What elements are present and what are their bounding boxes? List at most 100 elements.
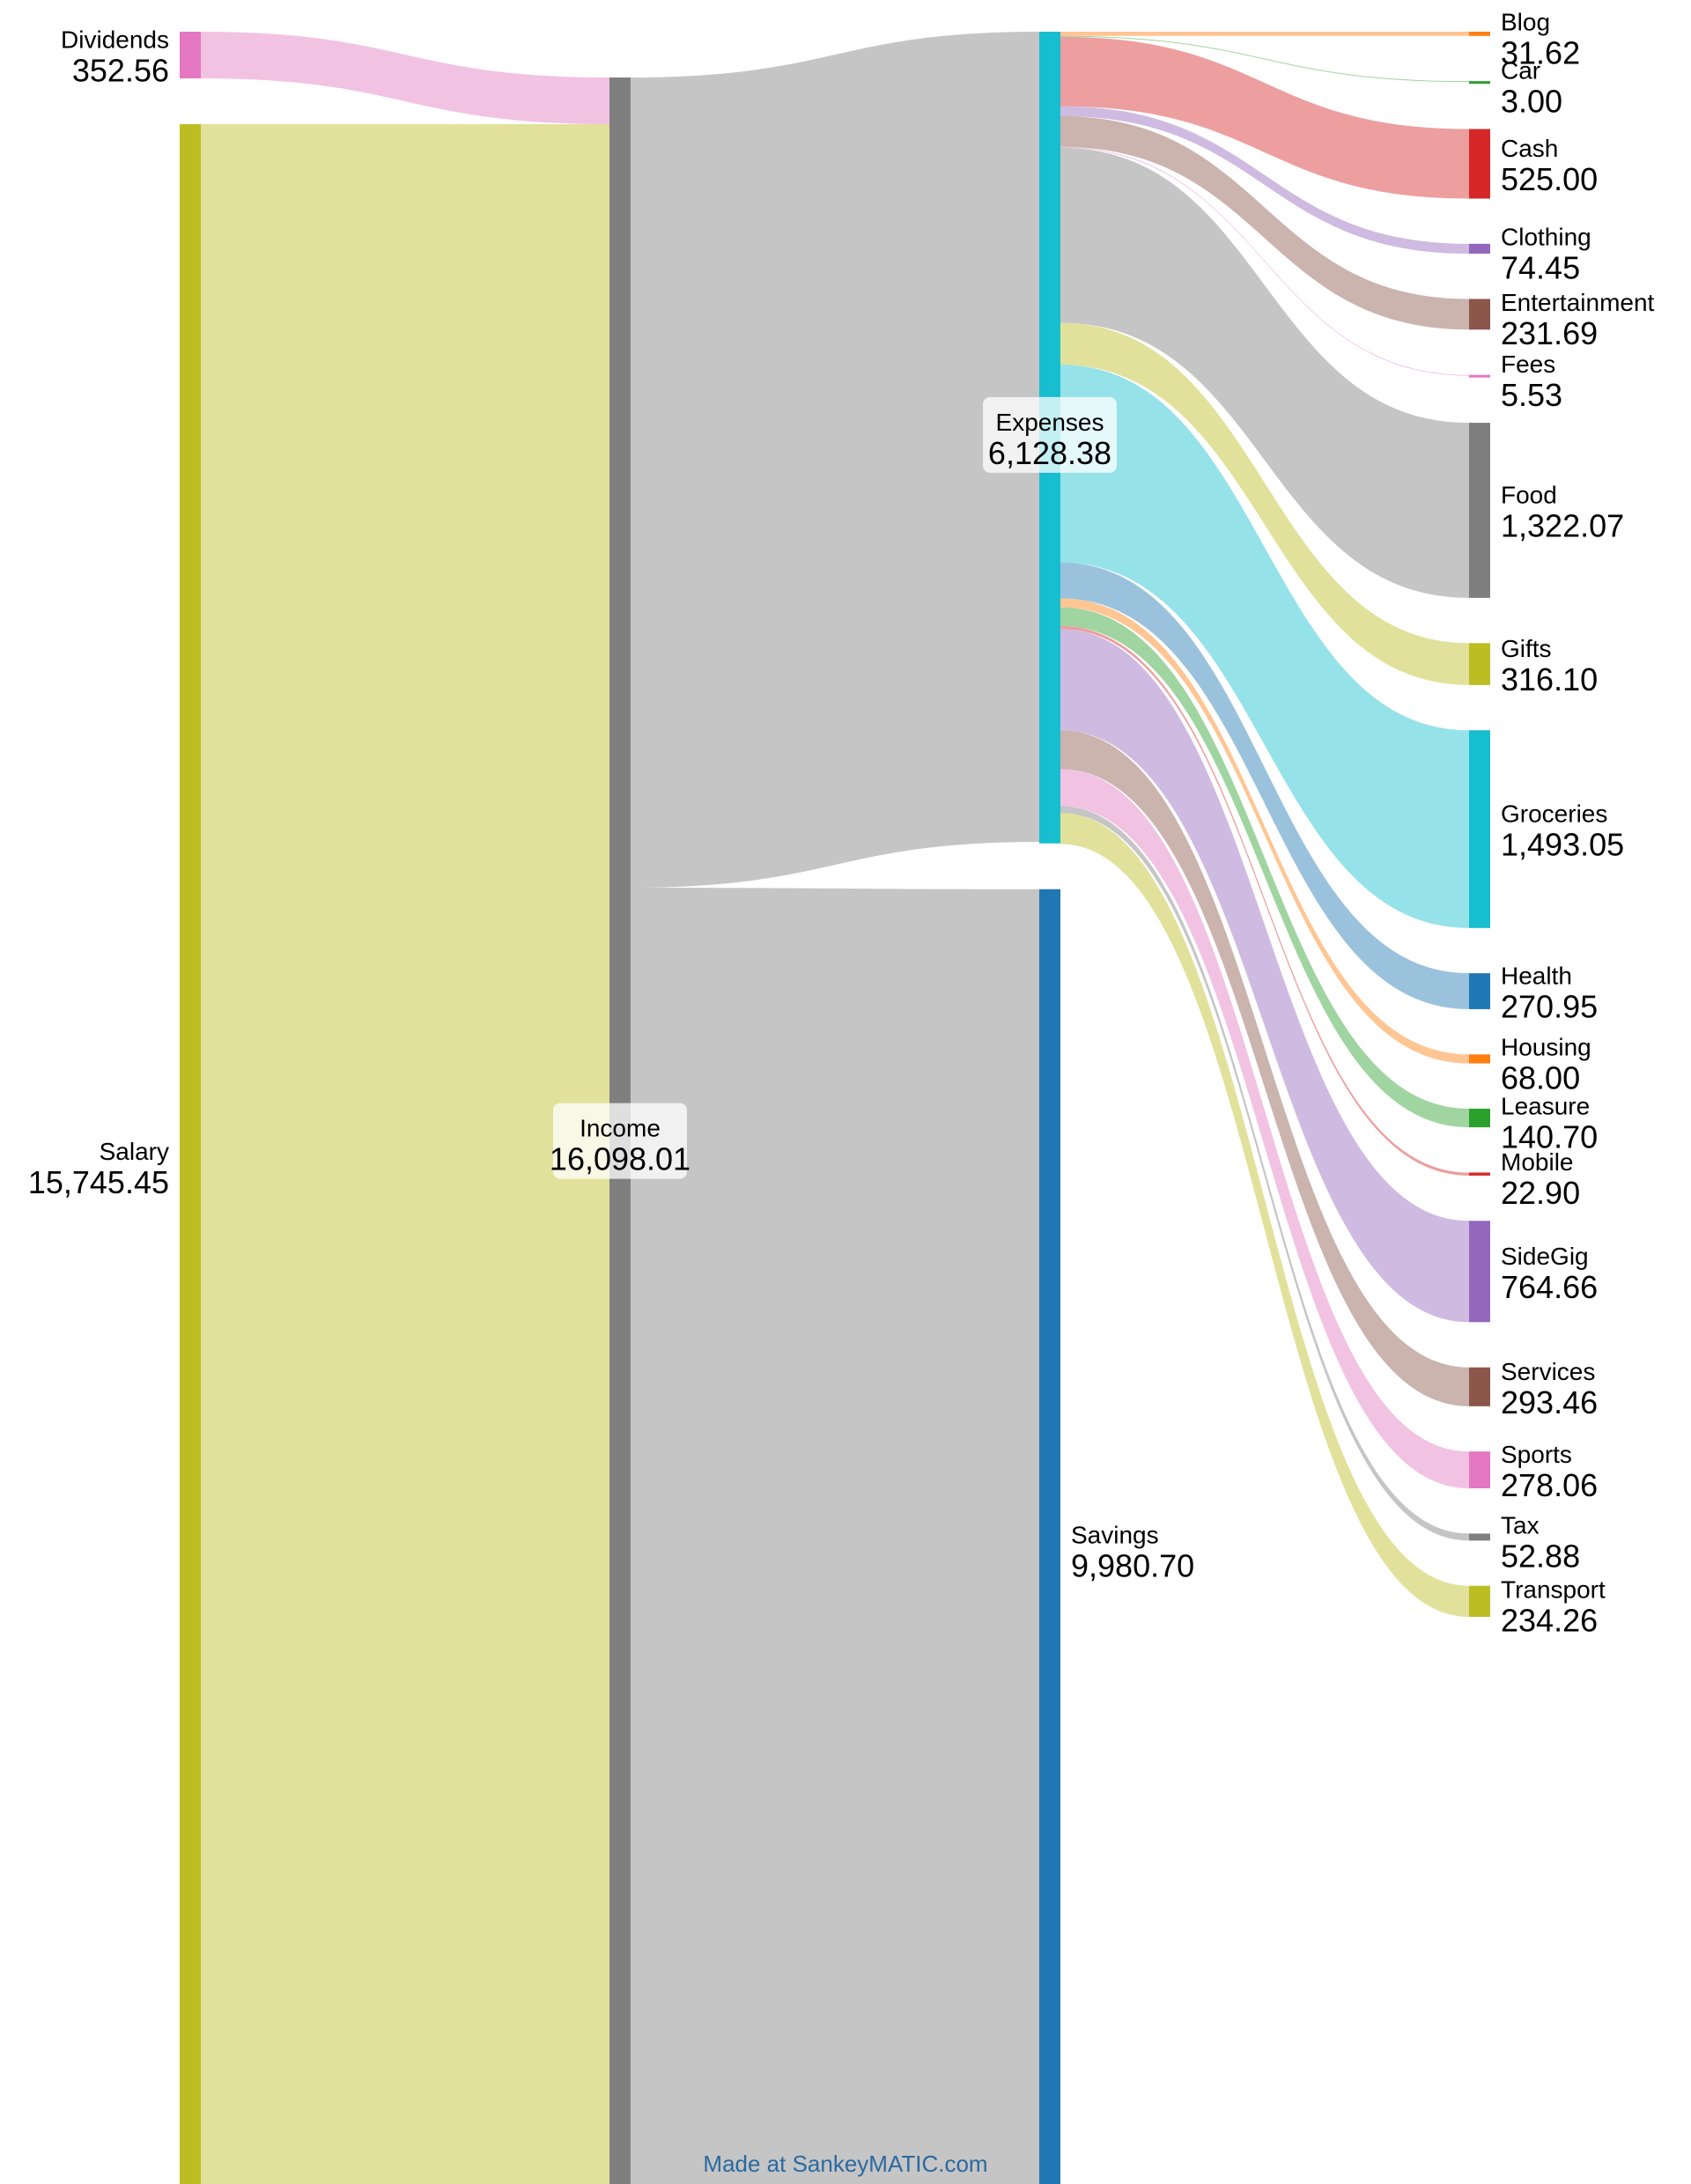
label-name-gifts: Gifts: [1501, 635, 1552, 662]
label-value-sidegig: 764.66: [1501, 1269, 1598, 1305]
label-value-groceries: 1,493.05: [1501, 827, 1624, 863]
flow-link-expenses-food[interactable]: [1060, 147, 1469, 598]
node-blog[interactable]: [1469, 32, 1490, 36]
flow-link-expenses-transport[interactable]: [1060, 813, 1469, 1617]
node-entertainment[interactable]: [1469, 299, 1490, 330]
label-bg-expenses: [983, 396, 1117, 473]
label-value-entertainment: 231.69: [1501, 315, 1598, 351]
flow-link-expenses-services[interactable]: [1060, 730, 1469, 1406]
node-salary[interactable]: [180, 124, 201, 2184]
label-name-expenses: Expenses: [996, 409, 1104, 436]
flow-link-expenses-mobile[interactable]: [1060, 625, 1469, 1176]
flow-link-expenses-sidegig[interactable]: [1060, 629, 1469, 1323]
label-name-savings: Savings: [1071, 1521, 1159, 1548]
label-name-services: Services: [1501, 1358, 1595, 1385]
node-leasure[interactable]: [1469, 1108, 1490, 1128]
label-value-car: 3.00: [1501, 84, 1562, 120]
node-housing[interactable]: [1469, 1054, 1490, 1064]
node-clothing[interactable]: [1469, 243, 1490, 255]
flow-link-income-expenses[interactable]: [631, 32, 1039, 889]
flow-link-expenses-cash[interactable]: [1060, 36, 1469, 199]
label-value-clothing: 74.45: [1501, 249, 1580, 285]
flow-link-expenses-blog[interactable]: [1060, 32, 1469, 36]
node-car[interactable]: [1469, 81, 1490, 85]
label-name-car: Car: [1501, 57, 1540, 85]
label-value-sports: 278.06: [1501, 1467, 1598, 1503]
node-savings[interactable]: [1039, 889, 1060, 2184]
node-fees[interactable]: [1469, 374, 1490, 378]
node-food[interactable]: [1469, 423, 1490, 598]
label-bg-income: [553, 1103, 687, 1179]
flow-nodes: [180, 32, 1490, 2184]
node-tax[interactable]: [1469, 1533, 1490, 1541]
flow-link-expenses-car[interactable]: [1060, 35, 1469, 83]
label-value-fees: 5.53: [1501, 377, 1562, 413]
node-sports[interactable]: [1469, 1451, 1490, 1489]
label-value-food: 1,322.07: [1501, 507, 1624, 543]
node-sidegig[interactable]: [1469, 1221, 1490, 1323]
label-name-leasure: Leasure: [1501, 1093, 1590, 1120]
node-health[interactable]: [1469, 973, 1490, 1009]
flow-link-expenses-clothing[interactable]: [1060, 106, 1469, 255]
flow-link-expenses-entertainment[interactable]: [1060, 115, 1469, 330]
node-gifts[interactable]: [1469, 643, 1490, 685]
label-value-expenses: 6,128.38: [988, 435, 1111, 471]
flow-link-expenses-groceries[interactable]: [1060, 365, 1469, 928]
label-name-cash: Cash: [1501, 135, 1558, 162]
label-value-mobile: 22.90: [1501, 1175, 1580, 1211]
label-name-blog: Blog: [1501, 8, 1550, 35]
label-name-transport: Transport: [1501, 1575, 1606, 1603]
label-value-income: 16,098.01: [550, 1141, 690, 1177]
flow-link-salary-income[interactable]: [201, 124, 609, 2184]
label-name-salary: Salary: [100, 1138, 169, 1165]
label-name-tax: Tax: [1501, 1511, 1540, 1538]
label-value-salary: 15,745.45: [28, 1164, 169, 1200]
label-value-gifts: 316.10: [1501, 661, 1598, 697]
flow-link-expenses-health[interactable]: [1060, 562, 1469, 1009]
node-mobile[interactable]: [1469, 1172, 1490, 1176]
label-value-dividends: 352.56: [72, 53, 169, 89]
node-dividends[interactable]: [180, 32, 201, 79]
credit-link[interactable]: Made at SankeyMATIC.com: [703, 2151, 987, 2177]
flow-link-income-savings[interactable]: [631, 888, 1039, 2184]
flow-link-dividends-income[interactable]: [201, 32, 609, 125]
flow-link-expenses-sports[interactable]: [1060, 769, 1469, 1489]
label-name-health: Health: [1501, 963, 1572, 990]
flow-link-expenses-leasure[interactable]: [1060, 607, 1469, 1128]
node-groceries[interactable]: [1469, 730, 1490, 928]
label-value-blog: 31.62: [1501, 34, 1580, 70]
label-value-cash: 525.00: [1501, 161, 1598, 197]
flow-links: [201, 32, 1469, 2184]
node-cash[interactable]: [1469, 129, 1490, 199]
node-services[interactable]: [1469, 1367, 1490, 1406]
flow-link-expenses-housing[interactable]: [1060, 598, 1469, 1064]
flow-link-expenses-fees[interactable]: [1060, 146, 1469, 376]
label-name-groceries: Groceries: [1501, 801, 1607, 828]
node-transport[interactable]: [1469, 1585, 1490, 1617]
flow-link-expenses-tax[interactable]: [1060, 806, 1469, 1541]
flow-link-expenses-gifts[interactable]: [1060, 322, 1469, 685]
label-name-mobile: Mobile: [1501, 1148, 1573, 1176]
label-name-entertainment: Entertainment: [1501, 289, 1655, 316]
label-value-housing: 68.00: [1501, 1059, 1580, 1096]
